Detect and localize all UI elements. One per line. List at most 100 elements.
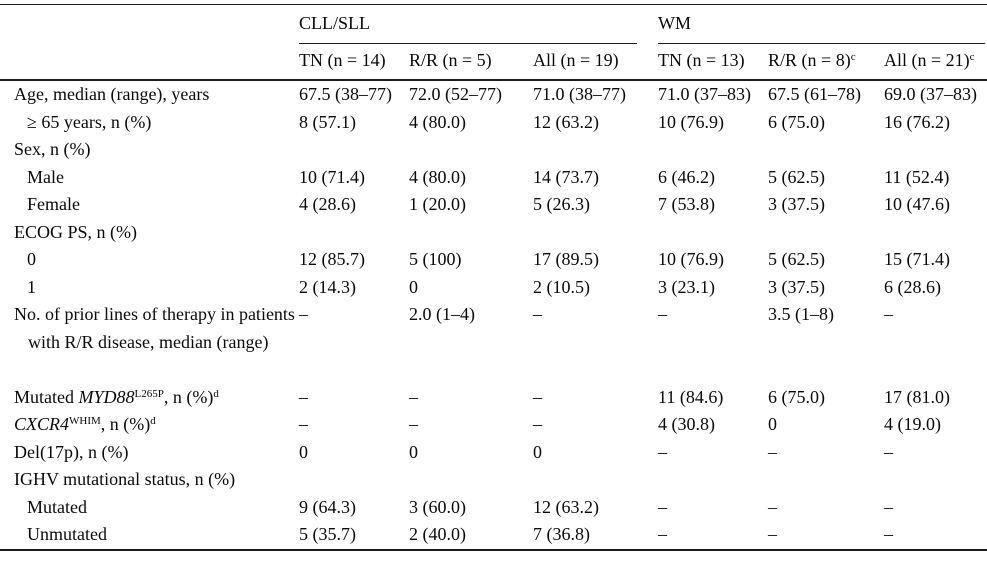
row-label: CXCR4WHIM, n (%)d: [14, 414, 156, 434]
data-cell: 0: [533, 441, 542, 462]
data-cell: 69.0 (37–83): [884, 84, 978, 104]
data-cell: 71.0 (37–83): [658, 84, 752, 104]
group-header-cll-sll: CLL/SLL: [299, 5, 658, 44]
data-cell: 3.5 (1–8): [768, 304, 835, 324]
data-cell: 6 (75.0): [768, 111, 826, 132]
row-label: Male: [27, 166, 64, 187]
data-cell: –: [768, 441, 778, 462]
table-row: No. of prior lines of therapy in patient…: [0, 301, 987, 384]
data-cell: –: [299, 386, 308, 407]
data-cell: [533, 219, 658, 247]
data-cell: 4 (28.6): [299, 194, 356, 214]
column-header: TN (n = 13): [658, 44, 769, 81]
row-label: ≥ 65 years, n (%): [27, 111, 152, 132]
data-cell: 12 (63.2): [533, 496, 599, 517]
column-header-label: R/R (n = 5): [409, 50, 492, 70]
data-cell: 4 (80.0): [409, 111, 466, 132]
data-cell: 9 (64.3): [299, 496, 356, 517]
data-cell: 2.0 (1–4): [409, 304, 475, 324]
data-cell: 4 (19.0): [884, 414, 942, 434]
data-cell: [409, 136, 533, 164]
row-label: Mutated: [27, 496, 87, 517]
data-cell: 10 (71.4): [299, 166, 365, 187]
data-cell: 67.5 (61–78): [768, 84, 862, 104]
table-row: Mutated MYD88L265P, n (%)d – – – 11 (84.6) 6 …: [0, 384, 987, 412]
data-cell: 1 (20.0): [409, 194, 466, 214]
data-cell: 3 (37.5): [768, 194, 826, 214]
footnote-marker: c: [969, 51, 975, 63]
data-cell: [768, 219, 884, 247]
table-body: Age, median (range), years 67.5 (38–77) 72…: [0, 80, 987, 550]
data-cell: 11 (84.6): [658, 386, 724, 407]
table-row: Unmutated 5 (35.7) 2 (40.0) 7 (36.8) – – –: [0, 521, 987, 550]
data-cell: 2 (40.0): [409, 524, 466, 544]
column-header: All (n = 21)c: [884, 44, 987, 81]
data-cell: 7 (36.8): [533, 524, 590, 544]
row-label: 1: [27, 276, 36, 297]
data-cell: 7 (53.8): [658, 194, 716, 214]
data-cell: [658, 136, 768, 164]
data-cell: –: [658, 524, 668, 544]
column-header-label: TN (n = 13): [658, 50, 745, 70]
data-cell: 5 (26.3): [533, 194, 590, 214]
row-label: ECOG PS, n (%): [14, 221, 138, 242]
data-cell: [533, 466, 658, 494]
data-cell: [409, 466, 533, 494]
data-cell: [884, 136, 987, 164]
column-header-label: R/R (n = 8): [768, 50, 851, 70]
data-cell: 6 (28.6): [884, 276, 942, 297]
data-cell: 5 (62.5): [768, 249, 826, 269]
data-cell: –: [658, 441, 668, 462]
row-label: Sex, n (%): [14, 139, 91, 159]
data-cell: 10 (76.9): [658, 111, 725, 132]
data-cell: 17 (81.0): [884, 386, 951, 407]
data-cell: [409, 219, 533, 247]
data-cell: –: [299, 414, 308, 434]
data-cell: 0: [409, 441, 418, 462]
data-cell: 2 (14.3): [299, 276, 356, 297]
data-cell: –: [533, 304, 542, 324]
row-label: Mutated MYD88L265P, n (%)d: [14, 386, 219, 407]
data-cell: 12 (63.2): [533, 111, 599, 132]
data-cell: 12 (85.7): [299, 249, 365, 269]
data-cell: [884, 466, 987, 494]
data-cell: –: [533, 386, 542, 407]
data-cell: 71.0 (38–77): [533, 84, 626, 104]
data-cell: 16 (76.2): [884, 111, 951, 132]
row-label: Female: [27, 194, 80, 214]
column-header-label: All (n = 21): [884, 50, 970, 70]
table-row: Mutated 9 (64.3) 3 (60.0) 12 (63.2) – – –: [0, 494, 987, 522]
data-cell: 11 (52.4): [884, 166, 950, 187]
row-label: IGHV mutational status, n (%): [14, 469, 236, 489]
row-label: Del(17p), n (%): [14, 441, 129, 462]
data-cell: [768, 136, 884, 164]
data-cell: 10 (47.6): [884, 194, 951, 214]
data-cell: 3 (37.5): [768, 276, 826, 297]
data-cell: [768, 466, 884, 494]
data-cell: [299, 466, 409, 494]
data-cell: 15 (71.4): [884, 249, 951, 269]
data-cell: 0: [768, 414, 778, 434]
data-cell: 17 (89.5): [533, 249, 599, 269]
data-cell: 14 (73.7): [533, 166, 599, 187]
group-header-wm: WM: [658, 5, 987, 44]
table-row: CXCR4WHIM, n (%)d – – – 4 (30.8) 0 4 (19.0): [0, 411, 987, 439]
data-cell: –: [884, 524, 894, 544]
data-cell: [658, 466, 768, 494]
table-row: IGHV mutational status, n (%): [0, 466, 987, 494]
data-cell: 6 (46.2): [658, 166, 716, 187]
data-cell: 3 (23.1): [658, 276, 716, 297]
table-row: Del(17p), n (%) 0 0 0 – – –: [0, 439, 987, 467]
data-cell: 5 (35.7): [299, 524, 356, 544]
column-header: All (n = 19): [533, 44, 659, 81]
data-cell: –: [658, 496, 668, 517]
row-label: 0: [27, 249, 36, 269]
data-cell: 8 (57.1): [299, 111, 356, 132]
column-header: R/R (n = 5): [409, 44, 533, 81]
table-row: Age, median (range), years 67.5 (38–77) 72…: [0, 80, 987, 109]
data-cell: [299, 219, 409, 247]
data-cell: 6 (75.0): [768, 386, 826, 407]
data-cell: 4 (30.8): [658, 414, 716, 434]
data-cell: [299, 136, 409, 164]
